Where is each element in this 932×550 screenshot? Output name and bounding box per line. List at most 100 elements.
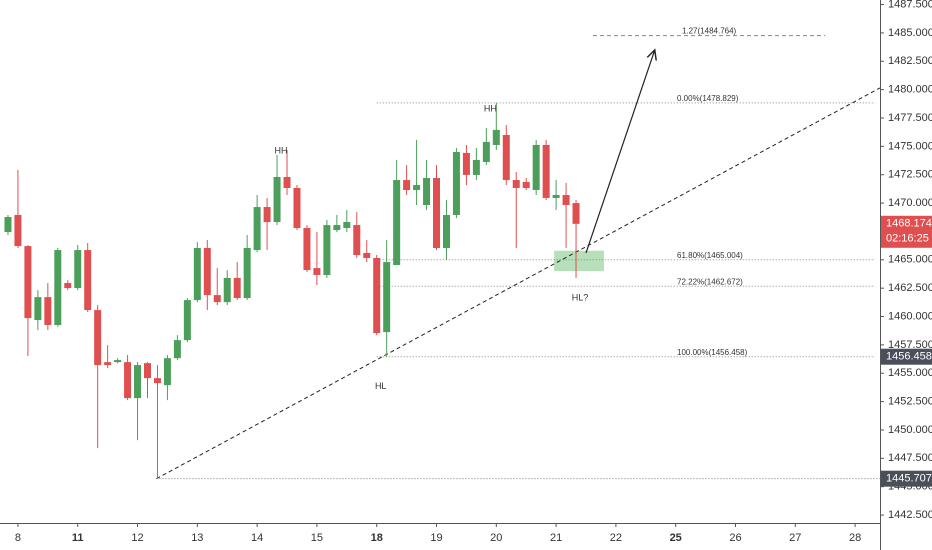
candle-body (452, 152, 460, 215)
candle-body (84, 250, 92, 311)
annotation: HH (275, 145, 288, 155)
price-tag (881, 215, 932, 248)
price-tag (881, 470, 932, 487)
candle-body (313, 268, 321, 276)
y-tick-label: 1477.500 (888, 112, 932, 124)
candle-body (183, 300, 191, 341)
fib-label: 72.22%(1462.672) (677, 277, 743, 286)
candle-body (343, 222, 351, 229)
y-tick-label: 1455.000 (888, 367, 932, 379)
x-tick-label: 13 (191, 532, 203, 544)
candle-body (333, 225, 341, 231)
candle-body (562, 195, 570, 206)
candle-body (502, 135, 510, 181)
candle-body (293, 187, 301, 229)
x-tick-label: 26 (729, 532, 741, 544)
candle-body (283, 176, 291, 188)
candle-body (542, 144, 550, 198)
candle-body (193, 247, 201, 301)
candle-body (462, 152, 470, 175)
candle-body (64, 283, 72, 289)
x-tick-label: 12 (131, 532, 143, 544)
y-tick-label: 1450.000 (888, 424, 932, 436)
fib-label: 100.00%(1456.458) (677, 348, 748, 357)
candle-body (522, 181, 530, 188)
candle-body (383, 262, 391, 333)
y-tick-label: 1452.500 (888, 396, 932, 408)
x-tick-label: 11 (72, 532, 84, 544)
candle-body (94, 310, 102, 366)
candle-body (4, 217, 12, 233)
x-tick-label: 14 (251, 532, 263, 544)
y-tick-label: 1480.000 (888, 84, 932, 96)
x-tick-label: 8 (15, 532, 21, 544)
axes: 1442.5001445.0001447.5001450.0001452.500… (15, 0, 932, 544)
candle-body (482, 141, 490, 163)
candle-body (14, 214, 22, 247)
candle-body (413, 185, 421, 191)
fib-label: 1.27(1484.764) (682, 27, 737, 36)
candle-body (442, 214, 450, 248)
price-tag-label: 1468.174 (886, 218, 932, 230)
candle-body (393, 180, 401, 266)
y-tick-label: 1447.500 (888, 452, 932, 464)
candle-body (472, 159, 480, 175)
candle-body (532, 144, 540, 191)
candle-body (114, 360, 122, 363)
zone (554, 250, 604, 272)
candle-body (104, 362, 112, 366)
y-tick-label: 1465.000 (888, 254, 932, 266)
candle-body (173, 340, 181, 359)
annotation: HL? (572, 293, 589, 303)
candle-body (492, 129, 500, 145)
candle-body (34, 297, 42, 321)
price-tag-label: 1456.458 (886, 351, 932, 363)
candle-body (54, 250, 62, 326)
x-tick-label: 25 (670, 532, 682, 544)
candle-body (423, 178, 431, 206)
candle-body (512, 180, 520, 188)
candle-body (233, 277, 241, 299)
annotation: HL (375, 381, 387, 391)
candle-body (24, 246, 32, 319)
price-tag-label: 1445.707 (886, 473, 932, 485)
annotation: HH (484, 103, 497, 113)
candle-body (273, 176, 281, 223)
candle-body (373, 257, 381, 334)
candle-body (163, 358, 171, 386)
candle-body (263, 207, 271, 223)
y-tick-label: 1457.500 (888, 339, 932, 351)
candle-body (303, 228, 311, 271)
y-tick-label: 1487.500 (888, 0, 932, 10)
candle-body (243, 247, 251, 299)
x-tick-label: 18 (371, 532, 383, 544)
candle-body (323, 225, 331, 276)
candle-body (572, 203, 580, 224)
candle-body (353, 225, 361, 256)
candle-body (153, 378, 161, 384)
candle-body (433, 178, 441, 248)
y-tick-label: 1442.500 (888, 509, 932, 521)
x-tick-label: 20 (490, 532, 502, 544)
candle-body (213, 295, 221, 303)
y-tick-label: 1485.000 (888, 27, 932, 39)
candle-body (134, 365, 142, 399)
price-tag (881, 348, 932, 365)
y-tick-label: 1475.000 (888, 140, 932, 152)
candle-body (143, 363, 151, 379)
x-tick-label: 27 (789, 532, 801, 544)
x-tick-label: 22 (610, 532, 622, 544)
candle-body (363, 252, 371, 258)
candle-body (403, 180, 411, 191)
x-tick-label: 28 (849, 532, 861, 544)
candle-body (203, 247, 211, 296)
candle-body (74, 250, 82, 289)
candle-body (223, 277, 231, 303)
y-tick-label: 1462.500 (888, 282, 932, 294)
y-tick-label: 1460.000 (888, 310, 932, 322)
y-tick-label: 1470.000 (888, 197, 932, 209)
fib-label: 0.00%(1478.829) (677, 94, 739, 103)
countdown: 02:16:25 (886, 233, 929, 245)
